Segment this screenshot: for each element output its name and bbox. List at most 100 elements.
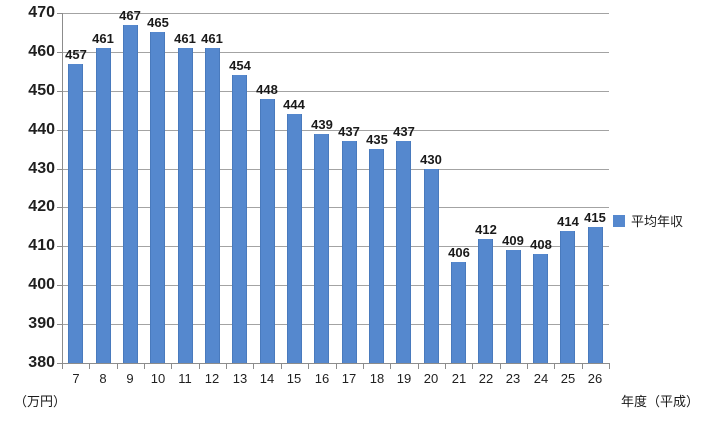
gridline xyxy=(62,246,609,247)
y-axis-line xyxy=(62,13,63,364)
x-axis-tick xyxy=(445,363,446,369)
x-axis-tick xyxy=(226,363,227,369)
bar xyxy=(96,48,111,363)
y-axis-tick xyxy=(57,246,62,247)
x-axis-tick-label: 7 xyxy=(72,371,80,386)
gridline xyxy=(62,130,609,131)
x-axis-tick-label: 13 xyxy=(232,371,248,386)
x-axis-tick xyxy=(363,363,364,369)
x-axis-tick xyxy=(418,363,419,369)
y-axis-tick-label: 420 xyxy=(28,198,55,215)
y-axis-tick xyxy=(57,285,62,286)
bar-value-label: 454 xyxy=(229,58,251,73)
x-axis-tick xyxy=(582,363,583,369)
x-axis-tick-label: 19 xyxy=(396,371,412,386)
y-axis-tick-label: 400 xyxy=(28,276,55,293)
x-axis-tick-label: 12 xyxy=(204,371,220,386)
bar-value-label: 437 xyxy=(393,124,415,139)
bar-value-label: 461 xyxy=(174,31,196,46)
x-axis-tick xyxy=(171,363,172,369)
x-axis-tick-label: 20 xyxy=(423,371,439,386)
bar xyxy=(369,149,384,363)
bar xyxy=(533,254,548,363)
bar-value-label: 406 xyxy=(448,245,470,260)
bar xyxy=(287,114,302,363)
x-axis-tick-label: 11 xyxy=(178,371,192,386)
bar xyxy=(424,169,439,363)
y-axis-tick-label: 440 xyxy=(28,121,55,138)
x-axis-tick-label: 24 xyxy=(533,371,549,386)
bar-value-label: 448 xyxy=(256,82,278,97)
x-axis-tick xyxy=(336,363,337,369)
bar xyxy=(260,99,275,363)
gridline xyxy=(62,91,609,92)
y-axis-tick-label: 430 xyxy=(28,160,55,177)
x-axis-unit-label: 年度（平成） xyxy=(621,394,700,409)
y-axis-tick-label: 410 xyxy=(28,237,55,254)
x-axis-line xyxy=(62,363,609,364)
bar-value-label: 439 xyxy=(311,117,333,132)
x-axis-tick xyxy=(199,363,200,369)
bar xyxy=(560,231,575,363)
x-axis-tick-label: 18 xyxy=(369,371,385,386)
legend-label: 平均年収 xyxy=(631,214,684,229)
y-axis-tick-label: 390 xyxy=(28,315,55,332)
y-axis-tick-label: 470 xyxy=(28,4,55,21)
x-axis-tick-label: 21 xyxy=(451,371,467,386)
bar xyxy=(396,141,411,363)
bar-value-label: 467 xyxy=(119,8,141,23)
bar-value-label: 409 xyxy=(502,233,524,248)
x-axis-tick xyxy=(554,363,555,369)
bar xyxy=(451,262,466,363)
bar xyxy=(178,48,193,363)
x-axis-tick-label: 23 xyxy=(505,371,521,386)
y-axis-tick xyxy=(57,13,62,14)
x-axis-tick-label: 14 xyxy=(259,371,275,386)
bar-value-label: 430 xyxy=(420,152,442,167)
legend-swatch xyxy=(613,214,625,227)
x-axis-tick-label: 10 xyxy=(150,371,166,386)
gridline xyxy=(62,169,609,170)
x-axis-tick xyxy=(281,363,282,369)
bar-value-label: 444 xyxy=(283,97,305,112)
bar-value-label: 461 xyxy=(92,31,114,46)
x-axis-tick xyxy=(144,363,145,369)
y-axis-tick xyxy=(57,207,62,208)
y-axis-tick xyxy=(57,130,62,131)
x-axis-tick-label: 17 xyxy=(341,371,357,386)
x-axis-tick-label: 25 xyxy=(560,371,576,386)
bar xyxy=(205,48,220,363)
y-axis-tick-label: 460 xyxy=(28,43,55,60)
x-axis-tick xyxy=(62,363,63,369)
x-axis-tick-label: 16 xyxy=(314,371,330,386)
bar xyxy=(123,25,138,363)
bar xyxy=(314,134,329,363)
gridline xyxy=(62,13,609,14)
bar-value-label: 435 xyxy=(366,132,388,147)
x-axis-tick xyxy=(609,363,610,369)
x-axis-tick-label: 9 xyxy=(126,371,134,386)
legend: 平均年収 xyxy=(613,211,683,230)
x-axis-tick xyxy=(390,363,391,369)
y-axis-tick xyxy=(57,91,62,92)
x-axis-tick xyxy=(527,363,528,369)
bar xyxy=(150,32,165,363)
x-axis-tick xyxy=(308,363,309,369)
y-axis-tick xyxy=(57,169,62,170)
bar xyxy=(506,250,521,363)
bar-value-label: 408 xyxy=(530,237,552,252)
bar-value-label: 415 xyxy=(584,210,606,225)
x-axis-tick xyxy=(472,363,473,369)
bar xyxy=(68,64,83,363)
y-axis-tick-label: 380 xyxy=(28,354,55,371)
y-axis-tick xyxy=(57,52,62,53)
bar xyxy=(588,227,603,363)
x-axis-tick xyxy=(117,363,118,369)
bar-value-label: 414 xyxy=(557,214,579,229)
x-axis-tick-label: 15 xyxy=(286,371,302,386)
bar-value-label: 412 xyxy=(475,222,497,237)
x-axis-tick xyxy=(89,363,90,369)
bar-value-label: 461 xyxy=(201,31,223,46)
x-axis-tick-label: 26 xyxy=(587,371,603,386)
